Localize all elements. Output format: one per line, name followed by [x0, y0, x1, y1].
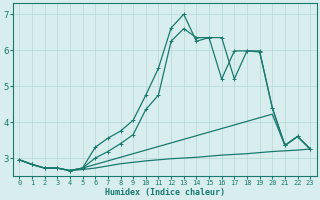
X-axis label: Humidex (Indice chaleur): Humidex (Indice chaleur): [105, 188, 225, 197]
